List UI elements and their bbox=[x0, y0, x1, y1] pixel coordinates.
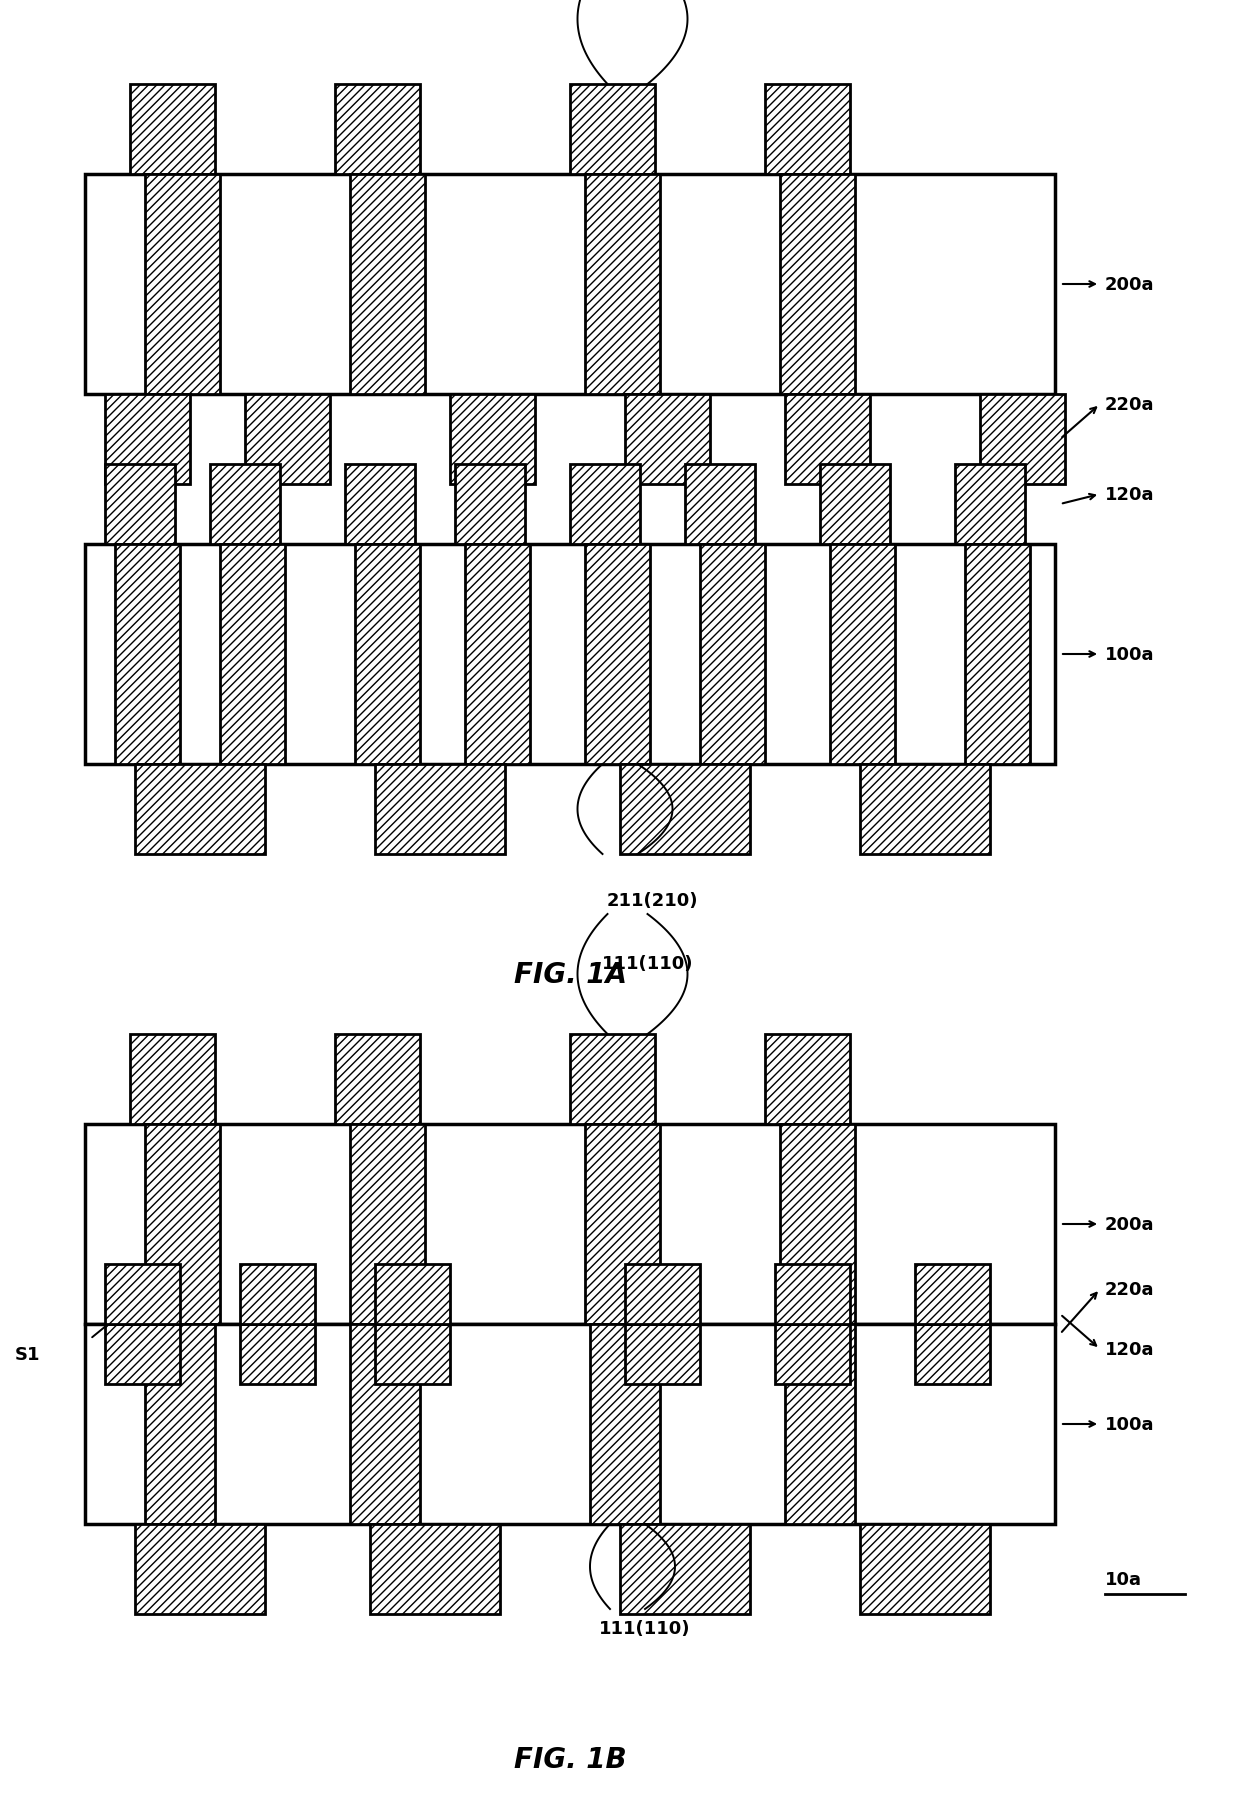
Bar bbox=[345, 464, 415, 544]
Bar bbox=[130, 1034, 215, 1125]
Text: 220a: 220a bbox=[1105, 1281, 1154, 1299]
Bar bbox=[355, 544, 420, 764]
Bar bbox=[620, 764, 750, 854]
Bar bbox=[570, 464, 640, 544]
Bar bbox=[465, 544, 529, 764]
Bar bbox=[785, 1324, 856, 1524]
Bar bbox=[135, 764, 265, 854]
Bar bbox=[765, 85, 849, 174]
Text: 111(110): 111(110) bbox=[599, 1620, 691, 1636]
Bar bbox=[130, 85, 215, 174]
Text: 211(210): 211(210) bbox=[606, 891, 698, 909]
Bar bbox=[585, 544, 650, 764]
Bar bbox=[105, 1324, 180, 1384]
Bar bbox=[625, 395, 711, 484]
Bar bbox=[965, 544, 1030, 764]
Bar bbox=[105, 464, 175, 544]
Bar bbox=[241, 1324, 315, 1384]
Bar bbox=[374, 764, 505, 854]
Bar bbox=[684, 464, 755, 544]
Bar bbox=[145, 1324, 215, 1524]
Bar bbox=[455, 464, 525, 544]
Bar bbox=[570, 85, 655, 174]
Bar bbox=[370, 1524, 500, 1614]
Bar bbox=[775, 1264, 849, 1324]
Text: 200a: 200a bbox=[1105, 276, 1154, 294]
Bar bbox=[219, 544, 285, 764]
Bar bbox=[915, 1264, 990, 1324]
Bar bbox=[625, 1264, 701, 1324]
Bar bbox=[135, 1524, 265, 1614]
Text: 200a: 200a bbox=[1105, 1215, 1154, 1234]
Text: S1: S1 bbox=[15, 1346, 41, 1364]
Bar bbox=[620, 1524, 750, 1614]
Bar bbox=[861, 764, 990, 854]
Bar bbox=[765, 1034, 849, 1125]
Bar bbox=[955, 464, 1025, 544]
Bar bbox=[145, 174, 219, 395]
Bar bbox=[585, 1125, 660, 1324]
Bar bbox=[86, 1324, 1055, 1524]
Bar bbox=[86, 1125, 1055, 1324]
Text: 10a: 10a bbox=[1105, 1571, 1142, 1587]
Bar bbox=[450, 395, 534, 484]
Text: 111(110): 111(110) bbox=[601, 954, 693, 972]
Bar bbox=[915, 1324, 990, 1384]
Bar bbox=[625, 1324, 701, 1384]
Bar bbox=[145, 1125, 219, 1324]
Bar bbox=[830, 544, 895, 764]
Bar bbox=[246, 395, 330, 484]
Text: FIG. 1A: FIG. 1A bbox=[513, 960, 626, 989]
Text: 100a: 100a bbox=[1105, 646, 1154, 664]
Bar bbox=[585, 174, 660, 395]
Bar bbox=[350, 1125, 425, 1324]
Bar bbox=[775, 1324, 849, 1384]
Text: FIG. 1B: FIG. 1B bbox=[513, 1745, 626, 1772]
Bar bbox=[350, 1324, 420, 1524]
Bar bbox=[86, 174, 1055, 395]
Bar bbox=[105, 395, 190, 484]
Text: 100a: 100a bbox=[1105, 1415, 1154, 1433]
Bar bbox=[780, 174, 856, 395]
Bar bbox=[861, 1524, 990, 1614]
Bar bbox=[374, 1264, 450, 1324]
Bar bbox=[374, 1324, 450, 1384]
Bar bbox=[350, 174, 425, 395]
Bar bbox=[980, 395, 1065, 484]
Text: 220a: 220a bbox=[1105, 395, 1154, 414]
Bar bbox=[335, 1034, 420, 1125]
Bar bbox=[105, 1264, 180, 1324]
Bar bbox=[590, 1324, 660, 1524]
Bar bbox=[780, 1125, 856, 1324]
Text: 120a: 120a bbox=[1105, 1341, 1154, 1359]
Bar bbox=[210, 464, 280, 544]
Bar bbox=[241, 1264, 315, 1324]
Bar bbox=[570, 1034, 655, 1125]
Text: 120a: 120a bbox=[1105, 486, 1154, 504]
Bar bbox=[335, 85, 420, 174]
Bar bbox=[115, 544, 180, 764]
Bar bbox=[785, 395, 870, 484]
Bar bbox=[701, 544, 765, 764]
Bar bbox=[86, 544, 1055, 764]
Bar bbox=[820, 464, 890, 544]
